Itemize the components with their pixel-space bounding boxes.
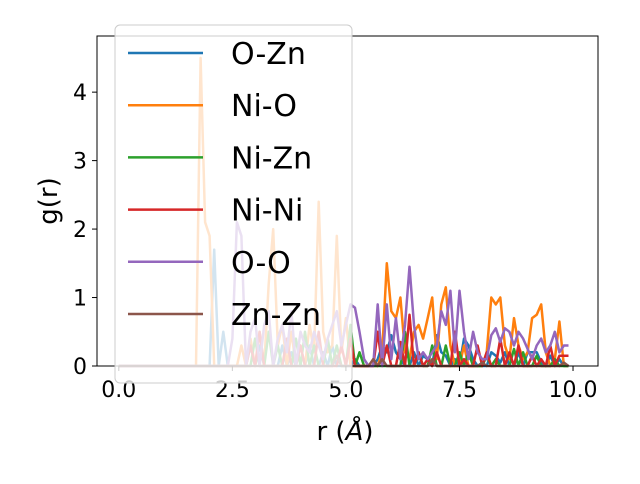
legend-label: O-Zn [231, 37, 306, 72]
y-tick-label: 1 [73, 287, 87, 312]
legend-label: Ni-Ni [231, 194, 303, 229]
y-axis-label: g(r) [34, 177, 64, 224]
legend-label: O-O [231, 246, 291, 281]
legend-label: Ni-Zn [231, 141, 312, 176]
y-tick-label: 4 [73, 81, 87, 106]
y-tick-label: 2 [73, 218, 87, 243]
x-tick-label: 7.5 [442, 378, 477, 403]
y-tick-label: 3 [73, 150, 87, 175]
y-tick-label: 0 [73, 355, 87, 380]
legend-label: Ni-O [231, 89, 297, 124]
x-axis-label: r (Å) [316, 415, 373, 447]
y-axis: 0 1 2 3 4 [73, 81, 97, 380]
legend-label: Zn-Zn [231, 298, 321, 333]
x-tick-label: 10.0 [549, 378, 598, 403]
legend: O-Zn Ni-O Ni-Zn Ni-Ni O-O Zn-Zn [114, 24, 353, 384]
legend-frame [114, 24, 353, 384]
